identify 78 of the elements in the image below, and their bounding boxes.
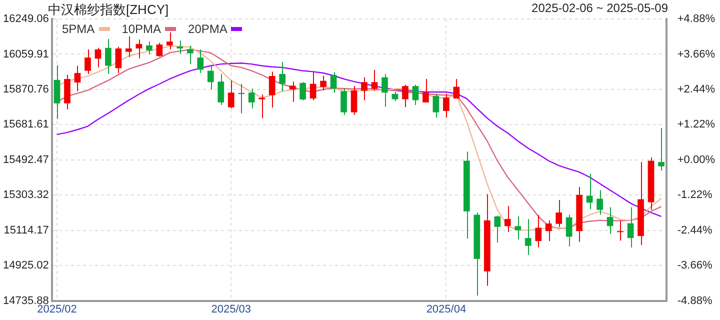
candlestick [586,173,593,210]
candlestick [228,80,234,109]
candlestick [74,65,81,92]
candlestick [238,83,245,114]
candlestick [514,216,522,240]
y2-tick-label: -1.22% [677,189,712,202]
candlestick [627,206,634,248]
candlestick [218,73,224,106]
y2-tick-label: +2.44% [677,83,716,96]
candlestick [422,78,429,103]
candlestick [289,81,296,102]
candlestick [258,94,266,119]
candlestick [535,214,542,248]
y-tick-label: 15114.17 [4,224,49,236]
candlestick [361,76,368,101]
candlestick [146,41,152,55]
candlestick [279,61,286,92]
candlestick [658,127,664,172]
y-tick-label: 14925.02 [2,260,49,272]
candlestick [248,88,255,109]
y2-tick-label: +3.66% [677,48,716,60]
candlestick [207,64,214,90]
y2-tick-label: -3.66% [677,260,712,272]
candlestick [310,72,316,101]
candlestick [412,84,419,106]
candlestick [136,39,142,59]
legend-label: 5PMA [62,22,95,36]
y2-tick-label: +0.00% [677,154,716,166]
y2-tick-label: -2.44% [677,224,712,236]
candlestick [556,200,562,228]
candlestick [320,75,326,91]
candlestick [402,84,408,108]
candlestick [268,71,276,108]
candlestick [453,78,460,100]
legend-label: 20PMA [188,22,228,36]
x-tick-label: 2025/02 [37,303,77,316]
candlestick [340,88,347,116]
candlestick [186,44,194,65]
candlestick [126,36,132,58]
candlestick [330,72,337,94]
candlestick [156,42,163,58]
chart-subtitle: 2025-02-06 ~ 2025-05-09 [532,1,668,15]
candlestick [443,93,450,118]
y-tick-label: 15870.76 [2,83,49,96]
candlestick [350,86,358,116]
candlestick [371,70,378,91]
candlestick [105,38,112,74]
candlestick [300,82,306,101]
candlestick [176,40,184,54]
y2-tick-label: +4.88% [677,13,716,26]
x-tick-label: 2025/04 [426,303,466,316]
candlestick [504,205,511,233]
candlestick [606,206,614,234]
candlestick [54,64,60,120]
y-tick-label: 16249.06 [2,13,49,26]
candlestick [524,218,532,256]
candlestick [94,47,102,68]
y-tick-label: 15492.47 [2,154,49,166]
candlestick [617,220,624,242]
y2-tick-label: +1.22% [677,118,716,131]
candlestick [115,46,122,74]
candlestick [494,215,501,243]
x-tick-label: 2025/03 [211,303,251,316]
chart-title: 中汉棉纱指数[ZHCY] [48,1,169,17]
candlestick [545,220,552,242]
y-tick-label: 16059.91 [2,48,49,60]
candlestick [392,92,398,102]
legend-label: 10PMA [122,22,162,36]
candlestick [84,48,91,74]
candlestick [596,190,603,216]
y-tick-label: 15303.32 [2,189,49,202]
y2-tick-label: -4.88% [677,294,712,307]
candlestick [566,214,572,247]
y-tick-label: 15681.61 [2,118,49,131]
candlestick [382,73,388,108]
candlestick [166,32,173,50]
candlestick [197,48,204,74]
candlestick [432,93,440,118]
